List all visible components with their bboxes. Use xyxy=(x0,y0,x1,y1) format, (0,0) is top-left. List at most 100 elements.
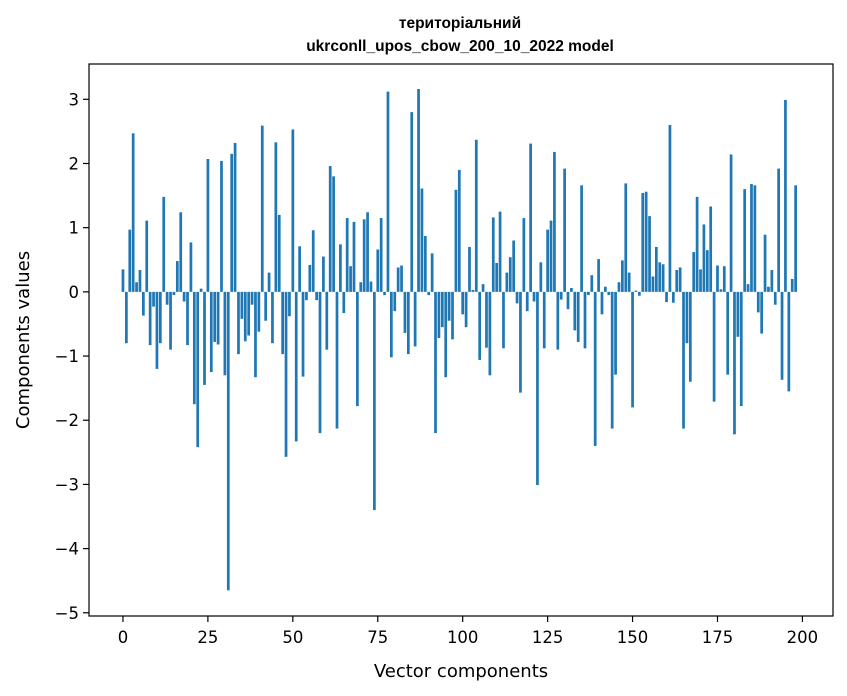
x-tick-label: 200 xyxy=(787,628,819,647)
bar xyxy=(634,290,638,292)
bar xyxy=(753,185,757,292)
bar xyxy=(600,291,604,315)
bar xyxy=(305,291,308,301)
bar xyxy=(790,279,794,292)
bar xyxy=(356,291,359,407)
bar xyxy=(787,291,791,392)
bar xyxy=(349,266,352,292)
bar xyxy=(736,291,740,337)
bar xyxy=(145,220,149,292)
bar xyxy=(593,291,597,446)
bar xyxy=(464,291,468,328)
bar xyxy=(519,291,522,393)
bar xyxy=(542,291,546,349)
bar xyxy=(203,291,206,385)
bar xyxy=(488,291,492,376)
bar xyxy=(172,291,176,296)
y-tick-label: −5 xyxy=(55,604,79,623)
bar xyxy=(641,193,645,292)
bar xyxy=(366,212,369,292)
plot-frame xyxy=(88,63,834,617)
bar xyxy=(627,272,631,292)
bar xyxy=(345,218,349,292)
bar xyxy=(648,216,651,292)
bar xyxy=(760,291,764,334)
bar xyxy=(644,191,648,292)
bar xyxy=(155,291,159,369)
bar xyxy=(128,229,132,292)
bar xyxy=(148,291,152,346)
bar xyxy=(491,217,495,292)
bar xyxy=(376,249,380,292)
bar xyxy=(461,291,465,315)
bar xyxy=(566,291,570,310)
bar xyxy=(767,286,770,292)
bar xyxy=(257,291,261,332)
bar xyxy=(587,291,590,296)
bar xyxy=(417,89,420,292)
bar xyxy=(311,230,315,292)
y-tick-label: −4 xyxy=(55,540,79,559)
bar xyxy=(661,264,665,292)
bar xyxy=(597,259,600,292)
bar xyxy=(284,291,288,457)
bar xyxy=(668,124,672,292)
x-tick-label: 175 xyxy=(702,628,734,647)
bar xyxy=(658,262,662,292)
bar xyxy=(423,236,427,292)
x-tick-label: 25 xyxy=(197,628,218,647)
bar xyxy=(604,286,607,292)
bar xyxy=(386,91,390,292)
bar xyxy=(254,291,257,378)
bar xyxy=(651,276,655,292)
bar xyxy=(617,282,621,292)
bar xyxy=(142,291,145,316)
x-tick-label: 50 xyxy=(282,628,303,647)
bar xyxy=(138,270,142,292)
bar xyxy=(621,260,624,292)
bar xyxy=(430,253,434,292)
bar xyxy=(373,291,376,511)
bar xyxy=(529,143,532,292)
bar xyxy=(770,270,774,292)
bar xyxy=(216,291,220,345)
bar xyxy=(182,291,186,302)
y-tick-label: −2 xyxy=(55,411,79,430)
bar xyxy=(607,291,611,296)
bar xyxy=(570,288,573,292)
bar xyxy=(556,291,560,350)
bar xyxy=(247,291,251,336)
bar xyxy=(131,133,135,292)
bar xyxy=(383,291,386,296)
bar xyxy=(481,284,485,292)
bar xyxy=(702,224,706,292)
bar xyxy=(175,261,179,292)
bar xyxy=(794,185,797,292)
y-tick-label: 2 xyxy=(69,154,80,173)
bar xyxy=(539,262,543,292)
bar xyxy=(525,291,529,312)
bar xyxy=(434,291,437,434)
bar xyxy=(352,221,356,292)
bar xyxy=(420,188,424,292)
bar xyxy=(746,284,750,292)
x-tick-label: 150 xyxy=(617,628,649,647)
bar xyxy=(553,151,556,292)
bar xyxy=(750,184,753,292)
bar xyxy=(318,291,322,434)
chart-title: територіальний xyxy=(399,15,521,32)
x-axis-ticks: 0 25 50 75 100 125 150 175 200 xyxy=(118,616,818,647)
bar xyxy=(165,291,169,305)
bar xyxy=(773,291,777,305)
x-tick-label: 100 xyxy=(447,628,479,647)
bar xyxy=(685,291,689,344)
bar xyxy=(573,291,577,331)
bar xyxy=(726,291,730,375)
bar xyxy=(688,291,692,382)
bar xyxy=(332,176,335,292)
bar xyxy=(654,246,658,292)
bar xyxy=(444,291,448,378)
bar xyxy=(502,291,505,349)
bar xyxy=(226,291,230,591)
